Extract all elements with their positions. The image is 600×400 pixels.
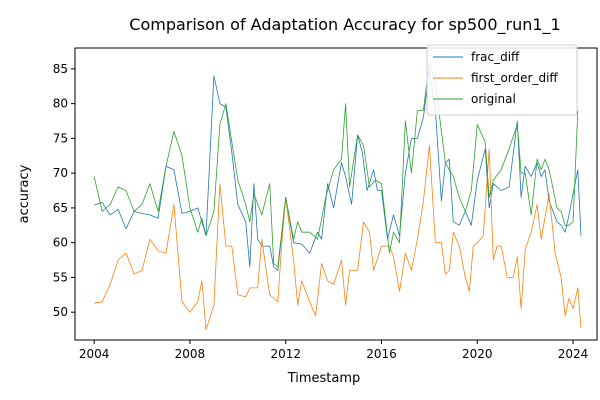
x-axis: 2004 2008 2012 2016 2020 2024 <box>79 340 588 361</box>
y-axis: 50 55 60 65 70 75 80 85 <box>53 62 75 319</box>
plot-area-frame <box>74 47 598 341</box>
y-tick-label: 60 <box>53 236 68 250</box>
series-line-original <box>93 61 579 268</box>
x-tick-label: 2024 <box>558 347 589 361</box>
legend: frac_diff first_order_diff original <box>426 44 578 116</box>
x-tick-label: 2008 <box>175 347 206 361</box>
legend-box <box>426 44 578 116</box>
x-tick-label: 2020 <box>462 347 493 361</box>
x-tick-label: 2004 <box>79 347 110 361</box>
y-tick-label: 75 <box>53 131 68 145</box>
x-axis-label: Timestamp <box>287 371 361 386</box>
y-tick-label: 65 <box>53 201 68 215</box>
x-tick-label: 2012 <box>270 347 301 361</box>
series-lines <box>93 61 582 330</box>
series-line-frac-diff <box>94 68 582 271</box>
y-tick-label: 55 <box>53 270 68 284</box>
y-tick-label: 70 <box>53 166 68 180</box>
legend-label: original <box>471 92 516 106</box>
series-line-first-order-diff <box>94 144 582 330</box>
y-tick-label: 80 <box>53 97 68 111</box>
legend-label: frac_diff <box>471 50 520 64</box>
chart-title: Comparison of Adaptation Accuracy for sp… <box>129 15 560 35</box>
y-tick-label: 85 <box>53 62 68 76</box>
y-tick-label: 50 <box>53 305 68 319</box>
x-tick-label: 2016 <box>366 347 397 361</box>
legend-label: first_order_diff <box>471 71 558 85</box>
y-axis-label: accuracy <box>17 164 32 223</box>
